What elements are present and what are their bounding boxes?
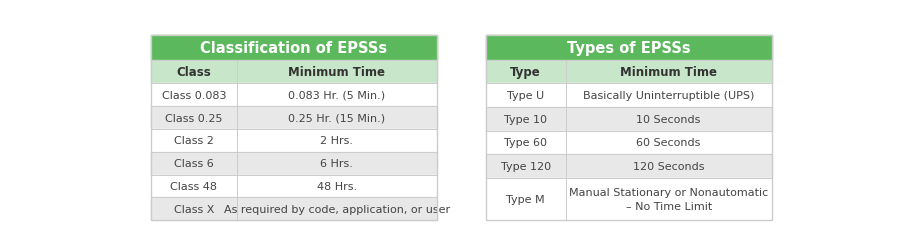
Bar bbox=[486, 154, 771, 178]
Text: 0.083 Hr. (5 Min.): 0.083 Hr. (5 Min.) bbox=[288, 90, 385, 100]
Text: 60 Seconds: 60 Seconds bbox=[636, 138, 701, 148]
Bar bbox=[151, 198, 436, 220]
Text: Class 48: Class 48 bbox=[170, 181, 217, 191]
Text: Type U: Type U bbox=[507, 91, 544, 101]
Text: 2 Hrs.: 2 Hrs. bbox=[320, 136, 353, 146]
Text: Class: Class bbox=[176, 66, 212, 79]
Bar bbox=[151, 84, 436, 107]
Bar bbox=[151, 36, 436, 61]
Text: 6 Hrs.: 6 Hrs. bbox=[320, 159, 353, 169]
Text: Class 6: Class 6 bbox=[174, 159, 213, 169]
Bar bbox=[486, 131, 771, 154]
Text: As required by code, application, or user: As required by code, application, or use… bbox=[224, 204, 450, 214]
Text: 48 Hrs.: 48 Hrs. bbox=[317, 181, 356, 191]
Bar bbox=[486, 36, 771, 220]
Text: Minimum Time: Minimum Time bbox=[288, 66, 385, 79]
Text: 10 Seconds: 10 Seconds bbox=[636, 114, 701, 124]
Text: Class 0.25: Class 0.25 bbox=[165, 113, 222, 123]
Bar bbox=[151, 130, 436, 152]
Bar bbox=[151, 175, 436, 198]
Text: Type 120: Type 120 bbox=[500, 161, 551, 171]
Text: 0.25 Hr. (15 Min.): 0.25 Hr. (15 Min.) bbox=[288, 113, 385, 123]
Bar bbox=[151, 61, 436, 84]
Bar bbox=[486, 36, 771, 61]
Text: Type 60: Type 60 bbox=[504, 138, 547, 148]
Text: 120 Seconds: 120 Seconds bbox=[633, 161, 705, 171]
Bar bbox=[486, 84, 771, 108]
Text: Classification of EPSSs: Classification of EPSSs bbox=[201, 41, 387, 56]
Text: Minimum Time: Minimum Time bbox=[620, 66, 717, 79]
Text: Type M: Type M bbox=[507, 194, 545, 204]
Text: Types of EPSSs: Types of EPSSs bbox=[567, 41, 690, 56]
Bar bbox=[486, 108, 771, 131]
Bar bbox=[151, 107, 436, 130]
Bar bbox=[151, 36, 436, 220]
Text: Class 0.083: Class 0.083 bbox=[161, 90, 226, 100]
Text: Type 10: Type 10 bbox=[504, 114, 547, 124]
Text: Class X: Class X bbox=[174, 204, 214, 214]
Text: Type: Type bbox=[510, 66, 541, 79]
Bar bbox=[486, 178, 771, 220]
Bar bbox=[486, 61, 771, 84]
Text: Class 2: Class 2 bbox=[174, 136, 213, 146]
Text: Basically Uninterruptible (UPS): Basically Uninterruptible (UPS) bbox=[583, 91, 754, 101]
Text: Manual Stationary or Nonautomatic
– No Time Limit: Manual Stationary or Nonautomatic – No T… bbox=[569, 188, 769, 211]
Bar bbox=[151, 152, 436, 175]
